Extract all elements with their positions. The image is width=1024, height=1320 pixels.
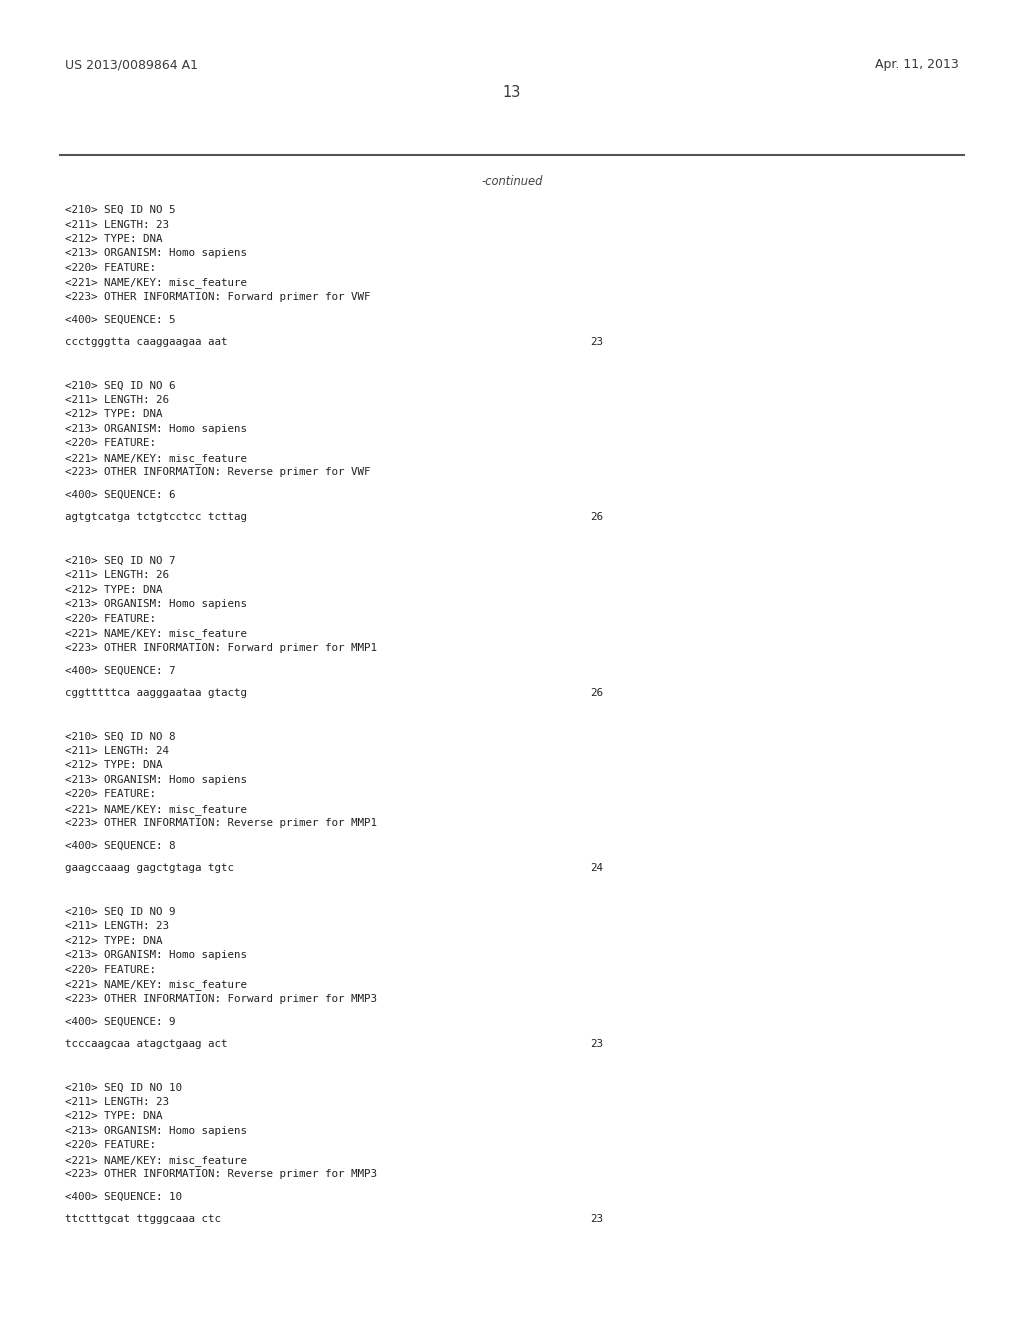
Text: <223> OTHER INFORMATION: Reverse primer for MMP3: <223> OTHER INFORMATION: Reverse primer …	[65, 1170, 377, 1179]
Text: 24: 24	[590, 863, 603, 874]
Text: <220> FEATURE:: <220> FEATURE:	[65, 789, 156, 800]
Text: ccctgggtta caaggaagaa aat: ccctgggtta caaggaagaa aat	[65, 337, 227, 347]
Text: <221> NAME/KEY: misc_feature: <221> NAME/KEY: misc_feature	[65, 979, 247, 990]
Text: <221> NAME/KEY: misc_feature: <221> NAME/KEY: misc_feature	[65, 453, 247, 463]
Text: <213> ORGANISM: Homo sapiens: <213> ORGANISM: Homo sapiens	[65, 248, 247, 259]
Text: 23: 23	[590, 337, 603, 347]
Text: cggtttttca aagggaataa gtactg: cggtttttca aagggaataa gtactg	[65, 688, 247, 698]
Text: <213> ORGANISM: Homo sapiens: <213> ORGANISM: Homo sapiens	[65, 424, 247, 434]
Text: <220> FEATURE:: <220> FEATURE:	[65, 438, 156, 449]
Text: <221> NAME/KEY: misc_feature: <221> NAME/KEY: misc_feature	[65, 277, 247, 288]
Text: <400> SEQUENCE: 9: <400> SEQUENCE: 9	[65, 1016, 175, 1026]
Text: <223> OTHER INFORMATION: Forward primer for MMP3: <223> OTHER INFORMATION: Forward primer …	[65, 994, 377, 1003]
Text: <400> SEQUENCE: 10: <400> SEQUENCE: 10	[65, 1192, 182, 1201]
Text: 23: 23	[590, 1214, 603, 1224]
Text: <223> OTHER INFORMATION: Forward primer for VWF: <223> OTHER INFORMATION: Forward primer …	[65, 292, 371, 302]
Text: <210> SEQ ID NO 10: <210> SEQ ID NO 10	[65, 1082, 182, 1092]
Text: <223> OTHER INFORMATION: Reverse primer for MMP1: <223> OTHER INFORMATION: Reverse primer …	[65, 818, 377, 829]
Text: <210> SEQ ID NO 9: <210> SEQ ID NO 9	[65, 907, 175, 917]
Text: agtgtcatga tctgtcctcc tcttag: agtgtcatga tctgtcctcc tcttag	[65, 512, 247, 523]
Text: <213> ORGANISM: Homo sapiens: <213> ORGANISM: Homo sapiens	[65, 1126, 247, 1135]
Text: <221> NAME/KEY: misc_feature: <221> NAME/KEY: misc_feature	[65, 1155, 247, 1166]
Text: <212> TYPE: DNA: <212> TYPE: DNA	[65, 1111, 163, 1121]
Text: <221> NAME/KEY: misc_feature: <221> NAME/KEY: misc_feature	[65, 628, 247, 639]
Text: <220> FEATURE:: <220> FEATURE:	[65, 1140, 156, 1150]
Text: <211> LENGTH: 23: <211> LENGTH: 23	[65, 219, 169, 230]
Text: <221> NAME/KEY: misc_feature: <221> NAME/KEY: misc_feature	[65, 804, 247, 814]
Text: <211> LENGTH: 26: <211> LENGTH: 26	[65, 570, 169, 581]
Text: <213> ORGANISM: Homo sapiens: <213> ORGANISM: Homo sapiens	[65, 775, 247, 785]
Text: <220> FEATURE:: <220> FEATURE:	[65, 965, 156, 974]
Text: 26: 26	[590, 688, 603, 698]
Text: <220> FEATURE:: <220> FEATURE:	[65, 263, 156, 273]
Text: <212> TYPE: DNA: <212> TYPE: DNA	[65, 234, 163, 244]
Text: ttctttgcat ttgggcaaa ctc: ttctttgcat ttgggcaaa ctc	[65, 1214, 221, 1224]
Text: <210> SEQ ID NO 5: <210> SEQ ID NO 5	[65, 205, 175, 215]
Text: <210> SEQ ID NO 8: <210> SEQ ID NO 8	[65, 731, 175, 742]
Text: <211> LENGTH: 23: <211> LENGTH: 23	[65, 1097, 169, 1106]
Text: <400> SEQUENCE: 5: <400> SEQUENCE: 5	[65, 314, 175, 325]
Text: <223> OTHER INFORMATION: Forward primer for MMP1: <223> OTHER INFORMATION: Forward primer …	[65, 643, 377, 653]
Text: <211> LENGTH: 26: <211> LENGTH: 26	[65, 395, 169, 405]
Text: Apr. 11, 2013: Apr. 11, 2013	[876, 58, 959, 71]
Text: <400> SEQUENCE: 7: <400> SEQUENCE: 7	[65, 665, 175, 676]
Text: gaagccaaag gagctgtaga tgtc: gaagccaaag gagctgtaga tgtc	[65, 863, 234, 874]
Text: <210> SEQ ID NO 7: <210> SEQ ID NO 7	[65, 556, 175, 566]
Text: <211> LENGTH: 23: <211> LENGTH: 23	[65, 921, 169, 932]
Text: 26: 26	[590, 512, 603, 523]
Text: <400> SEQUENCE: 6: <400> SEQUENCE: 6	[65, 490, 175, 500]
Text: 23: 23	[590, 1039, 603, 1049]
Text: <400> SEQUENCE: 8: <400> SEQUENCE: 8	[65, 841, 175, 851]
Text: <211> LENGTH: 24: <211> LENGTH: 24	[65, 746, 169, 756]
Text: <212> TYPE: DNA: <212> TYPE: DNA	[65, 409, 163, 420]
Text: US 2013/0089864 A1: US 2013/0089864 A1	[65, 58, 198, 71]
Text: tcccaagcaa atagctgaag act: tcccaagcaa atagctgaag act	[65, 1039, 227, 1049]
Text: <212> TYPE: DNA: <212> TYPE: DNA	[65, 585, 163, 595]
Text: -continued: -continued	[481, 176, 543, 187]
Text: <223> OTHER INFORMATION: Reverse primer for VWF: <223> OTHER INFORMATION: Reverse primer …	[65, 467, 371, 478]
Text: <212> TYPE: DNA: <212> TYPE: DNA	[65, 760, 163, 771]
Text: <213> ORGANISM: Homo sapiens: <213> ORGANISM: Homo sapiens	[65, 950, 247, 961]
Text: <220> FEATURE:: <220> FEATURE:	[65, 614, 156, 624]
Text: <212> TYPE: DNA: <212> TYPE: DNA	[65, 936, 163, 946]
Text: <210> SEQ ID NO 6: <210> SEQ ID NO 6	[65, 380, 175, 391]
Text: 13: 13	[503, 84, 521, 100]
Text: <213> ORGANISM: Homo sapiens: <213> ORGANISM: Homo sapiens	[65, 599, 247, 610]
